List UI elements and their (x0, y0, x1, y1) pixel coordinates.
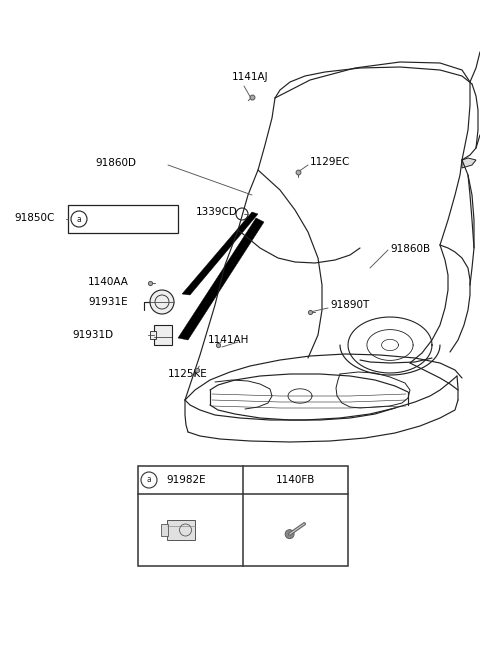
Bar (154, 325, 172, 345)
Bar (150, 331, 156, 339)
Bar (138, 466, 348, 566)
Circle shape (150, 290, 174, 314)
Text: 1140FB: 1140FB (276, 475, 315, 485)
Text: a: a (146, 476, 151, 485)
Text: 1140AA: 1140AA (88, 277, 129, 287)
Text: 91890T: 91890T (330, 300, 369, 310)
Bar (68, 205, 178, 233)
Text: a: a (77, 215, 82, 224)
Text: 91931E: 91931E (88, 297, 128, 307)
Polygon shape (178, 218, 264, 340)
Text: 91931D: 91931D (72, 330, 113, 340)
Circle shape (285, 529, 294, 539)
Text: 91860B: 91860B (390, 244, 430, 254)
Bar (167, 520, 194, 540)
Text: 1125KE: 1125KE (168, 369, 208, 379)
Polygon shape (462, 158, 476, 168)
Bar (160, 524, 168, 536)
Text: 91860D: 91860D (95, 158, 136, 168)
Text: 91982E: 91982E (166, 475, 205, 485)
Text: 1141AH: 1141AH (208, 335, 250, 345)
Text: 1141AJ: 1141AJ (232, 72, 269, 82)
Polygon shape (182, 212, 258, 295)
Text: 1339CD: 1339CD (196, 207, 238, 217)
Text: 91850C: 91850C (14, 213, 54, 223)
Text: 1129EC: 1129EC (310, 157, 350, 167)
